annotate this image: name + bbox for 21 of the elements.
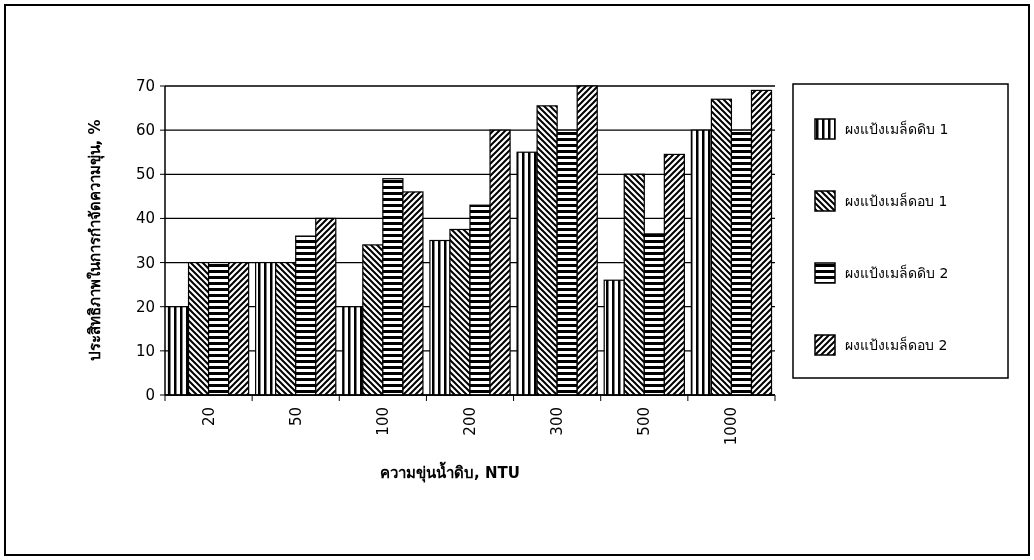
y-tick-label: 40 [135, 209, 155, 228]
y-tick-label: 50 [135, 165, 155, 184]
x-tick-label: 1000 [722, 407, 741, 446]
y-tick-label: 70 [135, 77, 155, 95]
legend-label: ผงแป้งเมล็ดอบ 2 [845, 336, 948, 353]
legend-label: ผงแป้งเมล็ดดิบ 2 [845, 264, 949, 281]
y-tick-label: 60 [135, 121, 155, 140]
y-tick-label: 10 [135, 341, 155, 360]
x-tick-label: 200 [461, 407, 479, 436]
x-tick-label: 50 [286, 407, 305, 427]
x-tick-label: 500 [635, 407, 654, 436]
legend-label: ผงแป้งเมล็ดดิบ 1 [845, 120, 949, 137]
legend-label: ผงแป้งเมล็ดอบ 1 [845, 192, 948, 209]
x-tick-label: 300 [548, 407, 567, 436]
y-tick-label: 20 [135, 297, 155, 316]
y-axis-title: ประสิทธิภาพในการกำจัดความขุ่น, % [86, 119, 105, 362]
x-axis-title: ความขุ่นน้ำดิบ, NTU [380, 461, 520, 483]
y-tick-label: 0 [145, 386, 155, 404]
x-tick-label: 100 [373, 407, 392, 436]
y-tick-label: 30 [135, 253, 155, 272]
x-tick-label: 20 [199, 407, 218, 427]
